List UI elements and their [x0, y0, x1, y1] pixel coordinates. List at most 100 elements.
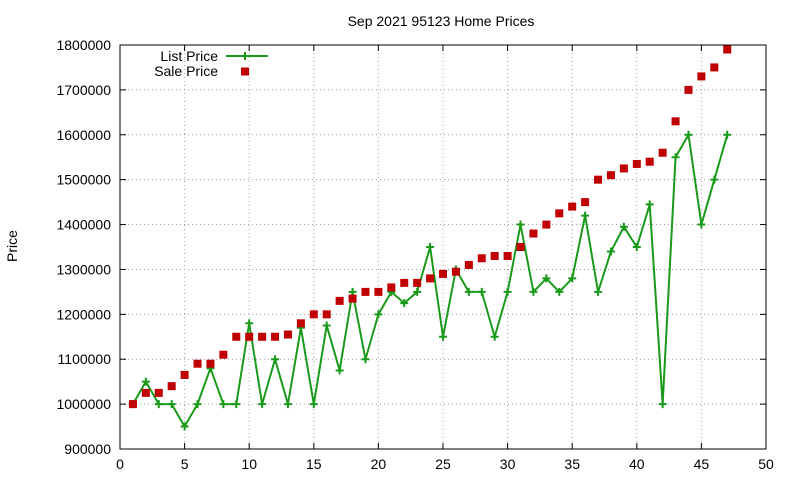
data-point-list-price: [555, 287, 564, 296]
x-tick-label: 45: [694, 456, 710, 472]
data-point-list-price: [232, 400, 241, 409]
y-axis-label: Price: [4, 230, 20, 262]
x-tick-label: 50: [758, 456, 774, 472]
y-tick-label: 900000: [64, 441, 111, 457]
y-tick-label: 1500000: [56, 172, 111, 188]
data-point-list-price: [632, 243, 641, 251]
x-tick-label: 15: [306, 456, 322, 472]
data-point-list-price: [219, 400, 228, 409]
y-tick-label: 1300000: [56, 261, 111, 277]
data-point-list-price: [245, 319, 254, 328]
data-point-list-price: [542, 274, 551, 283]
data-point-list-price: [426, 243, 435, 251]
data-point-list-price: [516, 220, 525, 229]
data-point-sale-price: [594, 175, 603, 184]
data-point-sale-price: [296, 319, 305, 328]
data-point-sale-price: [245, 332, 254, 341]
data-point-sale-price: [400, 278, 409, 287]
x-tick-label: 40: [629, 456, 645, 472]
data-point-sale-price: [619, 164, 628, 173]
data-point-list-price: [606, 247, 615, 256]
x-tick-label: 5: [181, 456, 189, 472]
data-point-list-price: [645, 200, 654, 209]
data-point-list-price: [309, 400, 318, 409]
legend: List Price Sale Price: [154, 48, 268, 79]
y-tick-label: 1100000: [58, 351, 112, 367]
data-point-list-price: [477, 287, 486, 296]
data-point-sale-price: [258, 332, 267, 341]
data-point-list-price: [283, 400, 292, 409]
data-point-list-price: [335, 366, 344, 375]
data-point-list-price: [374, 310, 383, 319]
data-point-list-price: [710, 175, 719, 184]
data-point-list-price: [413, 287, 422, 296]
data-point-sale-price: [193, 359, 202, 368]
data-point-sale-price: [606, 171, 615, 180]
series-layer: [128, 45, 732, 431]
data-point-sale-price: [671, 117, 680, 126]
data-point-list-price: [503, 287, 512, 296]
data-point-sale-price: [542, 220, 551, 229]
legend-label-list-price: List Price: [160, 48, 218, 64]
data-point-sale-price: [309, 310, 318, 319]
axis-ticks: 0 5 10 15 20 25 30 35 40 45 50 900000 1000000 1100000…: [56, 37, 774, 472]
data-point-list-price: [671, 153, 680, 162]
data-point-sale-price: [710, 63, 719, 72]
data-point-sale-price: [361, 287, 370, 296]
data-point-list-price: [400, 299, 409, 308]
data-point-sale-price: [322, 310, 331, 319]
data-point-list-price: [361, 355, 370, 364]
data-point-list-price: [684, 130, 693, 139]
legend-label-sale-price: Sale Price: [154, 63, 218, 79]
data-point-list-price: [490, 332, 499, 341]
grid: [120, 45, 766, 449]
data-point-sale-price: [180, 370, 189, 379]
data-point-sale-price: [271, 332, 280, 341]
data-point-list-price: [723, 130, 732, 139]
data-point-list-price: [180, 422, 189, 431]
data-point-sale-price: [141, 388, 150, 397]
data-point-list-price: [258, 400, 267, 409]
data-point-list-price: [154, 400, 163, 409]
data-point-list-price: [529, 287, 538, 296]
data-point-sale-price: [413, 278, 422, 287]
data-point-sale-price: [568, 202, 577, 211]
data-point-sale-price: [477, 254, 486, 263]
y-tick-label: 1800000: [56, 37, 111, 53]
x-tick-label: 25: [435, 456, 451, 472]
data-point-sale-price: [581, 198, 590, 207]
data-point-list-price: [594, 287, 603, 296]
x-tick-label: 0: [116, 456, 124, 472]
x-tick-label: 20: [371, 456, 387, 472]
data-point-sale-price: [426, 274, 435, 283]
data-point-sale-price: [503, 251, 512, 260]
data-point-list-price: [464, 287, 473, 296]
data-point-sale-price: [219, 350, 228, 359]
legend-marker-list-price: [241, 52, 249, 60]
y-tick-label: 1400000: [56, 217, 111, 233]
data-point-sale-price: [555, 209, 564, 218]
data-point-sale-price: [658, 148, 667, 157]
data-point-sale-price: [451, 267, 460, 276]
data-point-sale-price: [283, 330, 292, 339]
y-tick-label: 1600000: [56, 127, 111, 143]
data-point-sale-price: [697, 72, 706, 81]
data-point-list-price: [568, 274, 577, 283]
data-point-sale-price: [516, 243, 525, 251]
legend-marker-sale-price: [241, 67, 249, 76]
data-point-list-price: [193, 400, 202, 409]
data-point-list-price: [439, 332, 447, 341]
data-point-sale-price: [464, 260, 473, 269]
data-point-list-price: [581, 211, 590, 220]
data-point-list-price: [658, 400, 667, 409]
chart-title: Sep 2021 95123 Home Prices: [348, 13, 535, 29]
data-point-sale-price: [490, 251, 499, 260]
x-tick-label: 35: [564, 456, 580, 472]
data-point-sale-price: [723, 45, 732, 54]
data-point-list-price: [619, 222, 628, 231]
x-tick-label: 10: [241, 456, 257, 472]
data-point-sale-price: [348, 294, 357, 303]
data-point-list-price: [141, 377, 150, 386]
data-point-sale-price: [206, 359, 215, 368]
